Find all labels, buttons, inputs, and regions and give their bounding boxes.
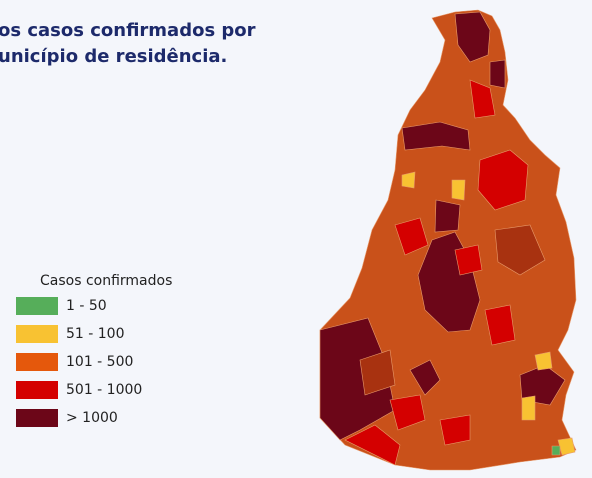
region <box>522 396 535 420</box>
region <box>535 352 552 370</box>
region <box>435 200 460 232</box>
region <box>440 415 470 445</box>
page: os casos confirmados por unicípio de res… <box>0 0 592 478</box>
region <box>452 180 465 200</box>
region <box>552 446 560 455</box>
region <box>455 245 482 275</box>
map <box>0 0 592 478</box>
region <box>402 172 415 188</box>
region <box>490 60 505 88</box>
